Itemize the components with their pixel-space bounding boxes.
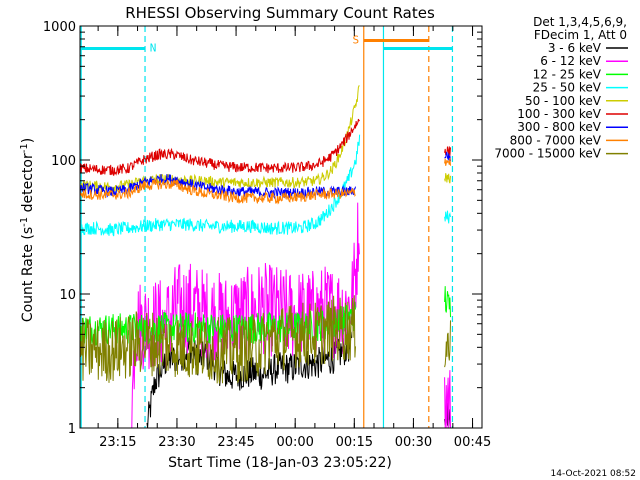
series-line — [79, 301, 356, 346]
series-line — [79, 118, 360, 177]
legend-label: 12 - 25 keV — [533, 67, 602, 81]
x-tick-label: 00:00 — [276, 435, 313, 450]
series-100-to-300keV-kev — [79, 118, 451, 177]
series-line — [79, 177, 356, 205]
series-line — [444, 173, 451, 184]
x-tick-label: 23:30 — [158, 435, 195, 450]
axes: 1 10 100 1000 23:15 23:30 23:45 00:00 00:15 00:30… — [43, 20, 491, 450]
y-tick-label: 1 — [68, 422, 76, 437]
x-tick-label: 00:45 — [454, 435, 491, 450]
legend-label: 300 - 800 keV — [517, 120, 601, 134]
marker-label-night: N — [150, 41, 157, 54]
y-label-main: Count Rate (s — [20, 227, 36, 322]
x-tick-label: 00:30 — [395, 435, 432, 450]
y-tick-label: 10 — [59, 288, 76, 303]
marker-label-saa: S — [352, 33, 359, 46]
series-line — [444, 146, 451, 156]
legend-label: 50 - 100 keV — [525, 94, 602, 108]
legend-label: 3 - 6 keV — [548, 41, 602, 55]
series-line — [444, 157, 451, 166]
y-label-mid: detector — [20, 153, 36, 217]
series-line — [79, 85, 360, 193]
y-label-sup1: -1 — [19, 217, 30, 227]
legend-label: 6 - 12 keV — [540, 54, 602, 68]
timestamp: 14-Oct-2021 08:52 — [551, 469, 636, 479]
plot-frame — [79, 25, 483, 429]
series-50-to-100keV-kev — [79, 85, 451, 193]
legend-header-line-1: Det 1,3,4,5,6,9, — [533, 15, 627, 29]
legend-label: 25 - 50 keV — [533, 81, 602, 95]
series-12-to-25keV-kev — [79, 286, 451, 346]
series-line — [79, 295, 356, 384]
y-label-sup2: -1 — [19, 143, 30, 153]
y-label-end: ) — [20, 138, 36, 143]
series-7000-to-15000keV-kev — [79, 295, 451, 384]
x-axis-label: Start Time (18-Jan-03 23:05:22) — [168, 455, 392, 471]
y-tick-label: 100 — [51, 154, 76, 169]
legend: Det 1,3,4,5,6,9, FDecim 1, Att 0 3 - 6 k… — [494, 15, 628, 161]
legend-label: 7000 - 15000 keV — [494, 147, 601, 161]
x-tick-label: 23:15 — [99, 435, 136, 450]
legend-label: 800 - 7000 keV — [510, 133, 602, 147]
y-tick-label: 1000 — [43, 20, 76, 35]
legend-header-line-2: FDecim 1, Att 0 — [534, 28, 627, 42]
x-tick-label: 00:15 — [336, 435, 373, 450]
series-800-to-7000keV-kev — [79, 157, 451, 205]
y-axis-label: Count Rate (s-1 detector-1) — [19, 138, 36, 322]
data-series — [79, 85, 451, 429]
series-line — [444, 286, 451, 318]
series-25-to-50keV-kev — [79, 134, 451, 237]
chart-title: RHESSI Observing Summary Count Rates — [125, 4, 435, 22]
legend-label: 100 - 300 keV — [517, 107, 601, 121]
series-line — [444, 320, 451, 368]
series-line — [444, 210, 451, 224]
series-line — [444, 370, 451, 429]
x-tick-label: 23:45 — [217, 435, 254, 450]
series-line — [79, 134, 361, 237]
